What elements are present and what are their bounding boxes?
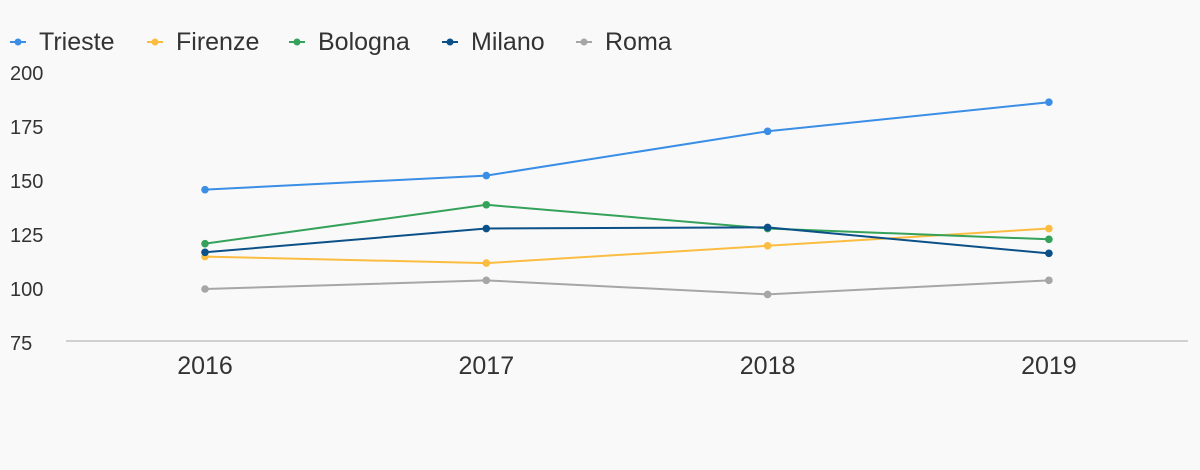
data-point[interactable] [482, 171, 491, 180]
y-tick-label: 75 [10, 333, 32, 355]
y-tick-label: 125 [10, 225, 43, 247]
data-point[interactable] [1045, 224, 1053, 233]
data-point[interactable] [763, 127, 772, 136]
series-line [204, 226, 1049, 255]
series-milano [201, 223, 1053, 258]
legend: Trieste Firenze Bologna Milano Roma [10, 28, 672, 56]
legend-label: Bologna [318, 28, 410, 56]
plot-area [201, 98, 1053, 299]
data-point[interactable] [201, 239, 209, 248]
data-point[interactable] [1045, 249, 1053, 258]
data-point[interactable] [1045, 276, 1053, 285]
x-axis: 2016 2017 2018 2019 [66, 340, 1188, 380]
data-point[interactable] [482, 224, 491, 233]
legend-item[interactable]: Bologna [289, 28, 410, 56]
series-line [204, 203, 1049, 245]
legend-label: Firenze [176, 28, 259, 56]
x-tick-label: 2018 [740, 352, 796, 380]
x-tick-label: 2017 [458, 352, 514, 380]
y-tick-label: 150 [10, 171, 43, 193]
legend-label: Roma [605, 28, 672, 56]
data-point[interactable] [482, 200, 491, 209]
data-point[interactable] [482, 259, 491, 267]
data-point[interactable] [1045, 235, 1053, 244]
series-trieste [201, 98, 1053, 194]
series-firenze [201, 224, 1053, 267]
data-point[interactable] [482, 276, 491, 285]
y-tick-label: 175 [10, 117, 43, 139]
data-point[interactable] [201, 248, 209, 257]
legend-label: Trieste [39, 28, 114, 56]
data-point[interactable] [763, 242, 772, 250]
legend-item[interactable]: Trieste [10, 28, 114, 56]
data-point[interactable] [201, 285, 209, 293]
x-tick-label: 2016 [177, 352, 233, 380]
legend-item[interactable]: Milano [442, 28, 545, 56]
y-tick-label: 200 [10, 63, 43, 85]
data-point[interactable] [1045, 98, 1053, 106]
series-bologna [201, 200, 1053, 248]
data-point[interactable] [763, 223, 772, 232]
legend-swatch-marker [446, 38, 454, 46]
series-line [204, 279, 1049, 296]
data-point[interactable] [201, 185, 209, 194]
x-tick-label: 2019 [1021, 352, 1077, 380]
legend-swatch-marker [151, 38, 159, 46]
legend-swatch-marker [14, 38, 22, 46]
legend-item[interactable]: Roma [576, 28, 672, 56]
legend-swatch-marker [293, 38, 301, 46]
legend-swatch-marker [580, 38, 588, 46]
data-point[interactable] [763, 290, 772, 299]
y-axis: 200 175 150 125 100 75 [10, 63, 43, 355]
y-tick-label: 100 [10, 279, 43, 301]
series-line [204, 101, 1050, 191]
series-line [204, 227, 1049, 265]
series-roma [201, 276, 1053, 299]
legend-label: Milano [471, 28, 545, 56]
legend-item[interactable]: Firenze [147, 28, 259, 56]
